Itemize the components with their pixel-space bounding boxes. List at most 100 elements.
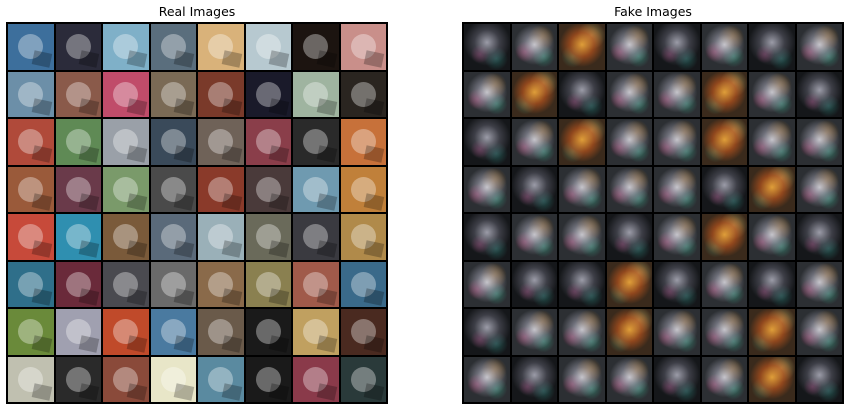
fake-image-tile <box>511 309 557 355</box>
fake-image-tile <box>701 309 747 355</box>
real-image-tile <box>150 356 196 402</box>
real-image-tile <box>293 71 339 117</box>
real-image-tile <box>293 261 339 307</box>
real-image-tile <box>55 24 101 70</box>
fake-image-tile <box>796 309 842 355</box>
real-image-tile <box>340 24 386 70</box>
fake-image-tile <box>464 309 510 355</box>
real-image-tile <box>245 214 291 260</box>
fake-image-tile <box>654 309 700 355</box>
real-image-tile <box>340 261 386 307</box>
fake-image-tile <box>749 261 795 307</box>
fake-image-tile <box>701 119 747 165</box>
real-image-tile <box>293 214 339 260</box>
real-image-tile <box>198 309 244 355</box>
real-image-tile <box>103 356 149 402</box>
real-image-tile <box>340 166 386 212</box>
fake-image-tile <box>559 356 605 402</box>
fake-image-tile <box>749 309 795 355</box>
fake-image-tile <box>749 71 795 117</box>
fake-image-tile <box>749 119 795 165</box>
fake-image-tile <box>606 261 652 307</box>
fake-image-tile <box>654 356 700 402</box>
real-image-tile <box>245 309 291 355</box>
fake-image-tile <box>749 24 795 70</box>
fake-images-title: Fake Images <box>614 4 692 19</box>
real-image-tile <box>198 119 244 165</box>
fake-image-tile <box>749 166 795 212</box>
fake-image-tile <box>796 356 842 402</box>
fake-image-tile <box>559 214 605 260</box>
real-image-tile <box>8 166 54 212</box>
fake-image-tile <box>654 119 700 165</box>
real-image-tile <box>340 71 386 117</box>
fake-image-tile <box>464 71 510 117</box>
fake-image-tile <box>654 71 700 117</box>
fake-image-tile <box>701 261 747 307</box>
real-image-tile <box>150 214 196 260</box>
fake-image-tile <box>796 24 842 70</box>
real-image-tile <box>55 261 101 307</box>
fake-image-tile <box>796 119 842 165</box>
real-image-tile <box>245 71 291 117</box>
real-image-tile <box>55 119 101 165</box>
real-image-tile <box>8 24 54 70</box>
real-image-tile <box>55 356 101 402</box>
real-image-tile <box>150 261 196 307</box>
real-image-tile <box>340 214 386 260</box>
real-image-tile <box>198 166 244 212</box>
fake-image-tile <box>654 166 700 212</box>
real-image-tile <box>198 24 244 70</box>
real-image-tile <box>103 309 149 355</box>
real-image-tile <box>103 166 149 212</box>
real-image-tile <box>245 261 291 307</box>
real-image-tile <box>103 24 149 70</box>
real-image-tile <box>150 24 196 70</box>
real-image-tile <box>293 309 339 355</box>
real-image-tile <box>340 119 386 165</box>
fake-image-tile <box>654 24 700 70</box>
fake-image-tile <box>559 119 605 165</box>
fake-image-tile <box>464 166 510 212</box>
fake-image-tile <box>511 214 557 260</box>
real-image-tile <box>8 119 54 165</box>
real-image-tile <box>103 119 149 165</box>
real-image-tile <box>198 261 244 307</box>
fake-image-tile <box>796 166 842 212</box>
real-image-tile <box>55 309 101 355</box>
fake-image-tile <box>606 24 652 70</box>
real-image-tile <box>150 309 196 355</box>
real-image-tile <box>245 166 291 212</box>
real-image-tile <box>8 214 54 260</box>
real-image-tile <box>8 356 54 402</box>
real-image-tile <box>245 24 291 70</box>
real-image-tile <box>198 356 244 402</box>
fake-image-tile <box>749 214 795 260</box>
fake-image-tile <box>701 71 747 117</box>
fake-image-tile <box>511 261 557 307</box>
real-image-tile <box>198 71 244 117</box>
real-image-tile <box>198 214 244 260</box>
real-image-tile <box>55 214 101 260</box>
fake-image-tile <box>606 166 652 212</box>
fake-image-tile <box>511 119 557 165</box>
real-image-tile <box>293 24 339 70</box>
real-image-tile <box>340 309 386 355</box>
fake-image-tile <box>464 261 510 307</box>
real-image-tile <box>103 261 149 307</box>
fake-image-tile <box>796 214 842 260</box>
fake-image-tile <box>654 261 700 307</box>
fake-image-tile <box>606 71 652 117</box>
real-image-tile <box>8 71 54 117</box>
real-image-tile <box>150 71 196 117</box>
fake-image-tile <box>606 119 652 165</box>
real-image-tile <box>103 214 149 260</box>
real-image-tile <box>55 71 101 117</box>
fake-image-tile <box>559 166 605 212</box>
fake-image-tile <box>654 214 700 260</box>
fake-image-tile <box>796 261 842 307</box>
fake-image-tile <box>701 356 747 402</box>
fake-image-tile <box>464 24 510 70</box>
real-image-tile <box>55 166 101 212</box>
fake-image-tile <box>796 71 842 117</box>
